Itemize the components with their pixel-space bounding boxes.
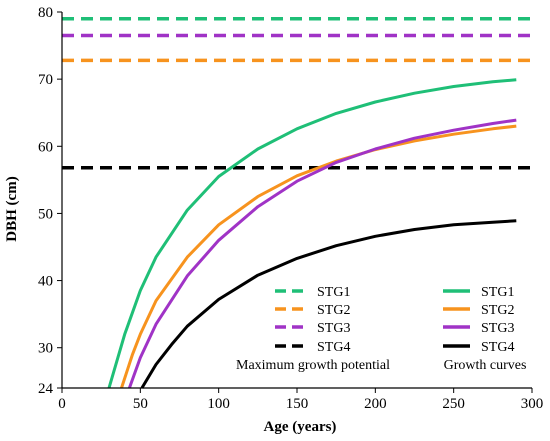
legend: Maximum growth potential Growth curves S…	[236, 285, 526, 373]
x-tick-label-250: 250	[442, 396, 465, 412]
legend-caption-maximum-growth-potential: Maximum growth potential	[236, 358, 390, 373]
legend-label-curve-stg4: STG4	[481, 340, 514, 355]
y-tick-label-24: 24	[38, 381, 54, 397]
growth-curve-stg3	[127, 118, 517, 389]
legend-label-max-stg1: STG1	[317, 285, 350, 300]
x-axis-title: Age (years)	[264, 419, 337, 435]
growth-curves	[107, 78, 517, 389]
growth-curve-stg4	[140, 219, 517, 389]
x-tick-label-100: 100	[207, 396, 230, 412]
y-tick-label-60: 60	[38, 139, 53, 155]
x-tick-label-200: 200	[364, 396, 387, 412]
legend-caption-growth-curves: Growth curves	[444, 358, 527, 373]
growth-curve-stg1	[107, 78, 517, 389]
x-tick-label-0: 0	[58, 396, 66, 412]
x-tick-label-150: 150	[286, 396, 309, 412]
y-tick-label-30: 30	[38, 341, 53, 357]
y-tick-label-70: 70	[38, 72, 53, 88]
legend-label-curve-stg3: STG3	[481, 321, 514, 336]
maximum-growth-potential-lines	[62, 16, 532, 170]
legend-label-max-stg2: STG2	[317, 303, 350, 318]
x-tick-label-300: 300	[521, 396, 544, 412]
growth-curve-stg2	[120, 124, 517, 389]
y-tick-label-50: 50	[38, 206, 53, 222]
y-tick-label-80: 80	[38, 5, 53, 21]
x-tick-labels: 0 50 100 150 200 250 300	[58, 388, 543, 412]
axes	[61, 12, 532, 389]
legend-label-max-stg3: STG3	[317, 321, 350, 336]
legend-label-curve-stg1: STG1	[481, 285, 514, 300]
x-tick-label-50: 50	[133, 396, 148, 412]
y-axis-title: DBH (cm)	[4, 176, 20, 241]
legend-label-curve-stg2: STG2	[481, 303, 514, 318]
y-tick-labels: 24 30 40 50 60 70 80	[38, 5, 62, 397]
legend-label-max-stg4: STG4	[317, 340, 350, 355]
y-tick-label-40: 40	[38, 274, 53, 290]
